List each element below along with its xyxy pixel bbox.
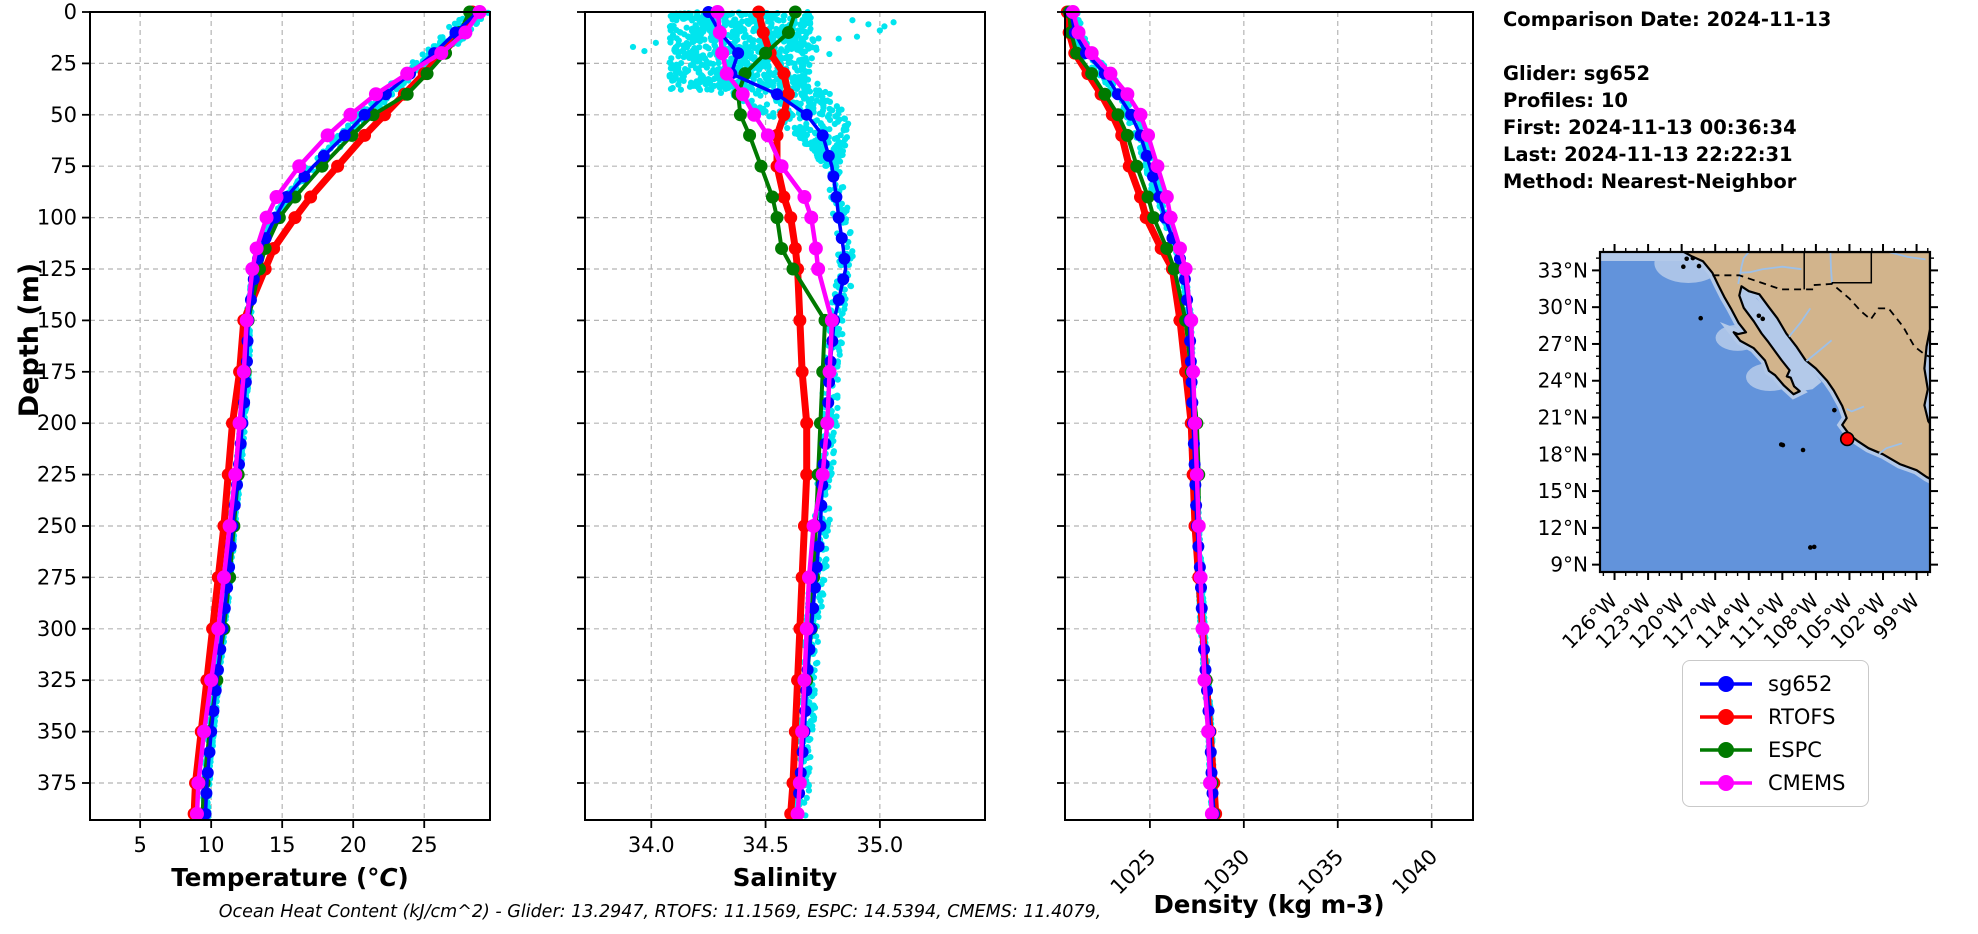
density-axis-label: Density (kg m-3) xyxy=(1153,890,1384,919)
map-island xyxy=(1690,255,1696,261)
temperature-cmems-series xyxy=(189,5,487,821)
depth-tick-label: 325 xyxy=(37,668,77,692)
legend-item-cmems: CMEMS xyxy=(1697,770,1846,796)
map-island xyxy=(1808,545,1813,550)
map-lat-label: 33°N xyxy=(1538,258,1588,282)
legend-label: CMEMS xyxy=(1768,771,1846,795)
map-lat-label: 21°N xyxy=(1538,406,1588,430)
depth-tick-label: 375 xyxy=(37,771,77,795)
map-island xyxy=(1684,256,1689,262)
salinity-tick-label: 35.0 xyxy=(856,833,903,857)
legend-line-icon xyxy=(1700,676,1752,692)
map-island xyxy=(1756,313,1762,319)
map-river xyxy=(1740,265,1802,274)
temperature-tick-label: 25 xyxy=(411,833,438,857)
depth-tick-label: 250 xyxy=(37,514,77,538)
legend-label: RTOFS xyxy=(1768,705,1836,729)
density-tick-label: 1025 xyxy=(1106,845,1161,900)
legend-label: ESPC xyxy=(1768,738,1822,762)
legend-item-espc: ESPC xyxy=(1697,737,1846,763)
map-river xyxy=(1888,252,1926,261)
salinity-tick-label: 34.0 xyxy=(628,833,675,857)
temperature-axis-label: Temperature (°C) xyxy=(171,863,408,892)
info-line: Method: Nearest-Neighbor xyxy=(1503,170,1797,193)
salinity-plot: 34.0 34.5 35.0 Salinity xyxy=(577,5,986,892)
map-island xyxy=(1800,447,1806,453)
map-lat-label: 18°N xyxy=(1538,442,1588,466)
info-line: First: 2024-11-13 00:36:34 xyxy=(1503,116,1797,139)
map-river xyxy=(1846,405,1865,413)
depth-tick-label: 225 xyxy=(37,463,77,487)
map-island xyxy=(1698,315,1703,321)
depth-tick-label: 300 xyxy=(37,617,77,641)
depth-tick-label: 200 xyxy=(37,411,77,435)
salinity-grid xyxy=(585,12,985,820)
info-panel: Comparison Date: 2024-11-13 Glider: sg652… xyxy=(1503,6,1831,195)
salinity-tick-label: 34.5 xyxy=(742,833,789,857)
depth-tick-label: 350 xyxy=(37,720,77,744)
map-river xyxy=(1788,307,1812,338)
map-island xyxy=(1681,264,1686,270)
map-island xyxy=(1832,407,1837,413)
temperature-axes: 5 10 15 20 250255075100125150175200225250275… xyxy=(37,0,491,892)
info-line: Profiles: 10 xyxy=(1503,89,1628,112)
temperature-tick-label: 5 xyxy=(133,833,146,857)
ohc-annotation: Ocean Heat Content (kJ/cm^2) - Glider: 1… xyxy=(218,902,1102,922)
depth-tick-label: 25 xyxy=(50,51,77,75)
map-lat-label: 24°N xyxy=(1538,369,1588,393)
legend-line-icon xyxy=(1700,709,1752,725)
salinity-axes: 34.0 34.5 35.0 Salinity xyxy=(577,11,986,892)
temperature-grid xyxy=(90,12,490,820)
map-island xyxy=(1760,316,1766,322)
map-island xyxy=(1811,544,1817,550)
legend-item-sg652: sg652 xyxy=(1697,671,1846,697)
map-border-dashed xyxy=(1712,274,1930,358)
info-line: Comparison Date: 2024-11-13 xyxy=(1503,8,1832,31)
depth-tick-label: 275 xyxy=(37,565,77,589)
info-spacer xyxy=(1503,33,1831,60)
location-map: 9°N12°N15°N18°N21°N24°N27°N30°N33°N126°W… xyxy=(1538,244,1938,654)
map-river xyxy=(1829,252,1833,284)
density-tick-label: 1040 xyxy=(1387,845,1442,900)
map-lat-label: 9°N xyxy=(1550,553,1588,577)
depth-tick-label: 150 xyxy=(37,308,77,332)
depth-tick-label: 175 xyxy=(37,360,77,384)
map-river xyxy=(1878,442,1903,455)
legend-label: sg652 xyxy=(1768,672,1833,696)
map-lat-label: 30°N xyxy=(1538,295,1588,319)
legend-line-icon xyxy=(1700,775,1752,791)
depth-tick-label: 50 xyxy=(50,103,77,127)
density-cmems-series xyxy=(1065,5,1219,821)
depth-tick-label: 100 xyxy=(37,206,77,230)
map-lat-label: 12°N xyxy=(1538,516,1588,540)
map-state-line xyxy=(1831,252,1873,284)
depth-tick-label: 75 xyxy=(50,154,77,178)
legend: sg652 RTOFS ESPC CMEMS xyxy=(1682,660,1869,807)
temperature-cmems-line xyxy=(194,10,482,814)
temperature-plot: 5 10 15 20 250255075100125150175200225250275… xyxy=(37,0,492,892)
map-island xyxy=(1696,263,1702,269)
info-line: Last: 2024-11-13 22:22:31 xyxy=(1503,143,1793,166)
map-gulf-of-california xyxy=(1739,286,1822,392)
depth-tick-label: 0 xyxy=(64,0,77,24)
map-lat-label: 15°N xyxy=(1538,479,1588,503)
depth-tick-label: 125 xyxy=(37,257,77,281)
salinity-axis-label: Salinity xyxy=(733,863,838,892)
map-lat-label: 27°N xyxy=(1538,332,1588,356)
temperature-tick-label: 10 xyxy=(198,833,225,857)
legend-item-rtofs: RTOFS xyxy=(1697,704,1846,730)
salinity-cmems-series xyxy=(710,5,839,821)
temperature-tick-label: 15 xyxy=(269,833,296,857)
info-line: Glider: sg652 xyxy=(1503,62,1651,85)
map-river xyxy=(1737,252,1750,285)
depth-axis-label: Depth (m) xyxy=(14,263,45,417)
map-river xyxy=(1805,339,1833,362)
legend-line-icon xyxy=(1700,742,1752,758)
temperature-tick-label: 20 xyxy=(340,833,367,857)
glider-location-marker xyxy=(1839,431,1855,447)
map-landmass xyxy=(1682,252,1930,480)
map-island xyxy=(1778,442,1784,447)
